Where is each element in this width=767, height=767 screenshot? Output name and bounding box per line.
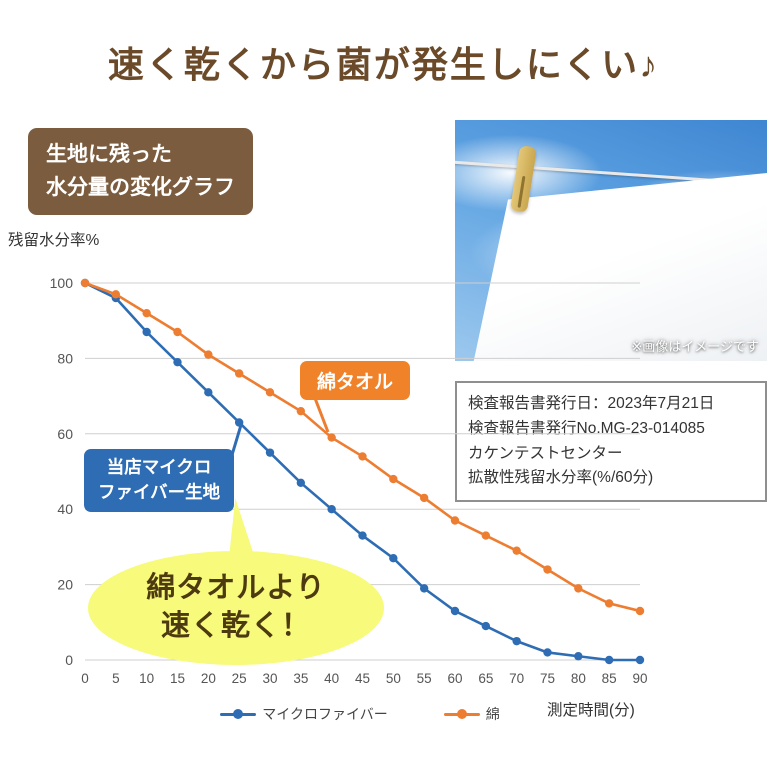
svg-text:75: 75: [540, 671, 555, 686]
microfiber-legend-label: マイクロファイバー: [262, 706, 388, 722]
callout-line-1: 綿タオルより: [146, 572, 326, 605]
report-line-4: 拡散性残留水分率(%/60分): [468, 469, 654, 487]
chart-legend: マイクロファイバー 綿: [150, 704, 570, 724]
svg-text:60: 60: [57, 426, 73, 442]
svg-text:80: 80: [571, 671, 586, 686]
cotton-legend-label: 綿: [485, 706, 500, 722]
svg-text:35: 35: [293, 671, 308, 686]
y-axis-title: 残留水分率%: [8, 232, 100, 249]
photo-caption: ※画像はイメージです: [631, 339, 759, 354]
microfiber-legend-marker: [220, 709, 257, 719]
cotton-legend-marker: [443, 709, 480, 719]
inspection-report-box: 検査報告書発行日：2023年7月21日 検査報告書発行No.MG-23-0140…: [455, 381, 767, 503]
svg-text:20: 20: [57, 577, 73, 593]
svg-text:60: 60: [447, 671, 462, 686]
legend-item-microfiber: マイクロファイバー: [220, 704, 388, 724]
report-line-2: 検査報告書発行No.MG-23-014085: [468, 419, 705, 437]
svg-text:0: 0: [65, 652, 73, 668]
svg-text:5: 5: [112, 671, 120, 686]
svg-text:65: 65: [478, 671, 493, 686]
svg-text:40: 40: [57, 501, 73, 517]
microfiber-legend-dot: [233, 709, 244, 719]
svg-text:0: 0: [81, 671, 89, 686]
svg-text:20: 20: [201, 671, 216, 686]
svg-text:50: 50: [386, 671, 401, 686]
dries-faster-callout: 綿タオルより 速く乾く！: [88, 551, 384, 665]
microfiber-series-label: 当店マイクロ ファイバー生地: [84, 449, 235, 512]
callout-line-2: 速く乾く！: [160, 610, 311, 642]
svg-text:15: 15: [170, 671, 185, 686]
svg-text:40: 40: [324, 671, 339, 686]
svg-text:10: 10: [139, 671, 154, 686]
report-line-1: 検査報告書発行日：2023年7月21日: [468, 395, 715, 412]
legend-item-cotton: 綿: [443, 704, 500, 724]
graph-description-badge: 生地に残った 水分量の変化グラフ: [28, 128, 253, 216]
svg-text:85: 85: [602, 671, 617, 686]
svg-text:90: 90: [632, 671, 647, 686]
badge-line-1: 生地に残った: [46, 143, 172, 166]
svg-text:25: 25: [232, 671, 247, 686]
svg-text:70: 70: [509, 671, 524, 686]
svg-text:55: 55: [417, 671, 432, 686]
svg-text:30: 30: [262, 671, 277, 686]
svg-text:80: 80: [57, 350, 73, 366]
laundry-photo: ※画像はイメージです: [455, 120, 767, 361]
svg-text:45: 45: [355, 671, 370, 686]
report-line-3: カケンテストセンター: [468, 444, 623, 462]
svg-text:100: 100: [50, 275, 74, 291]
page-title: 速く乾くから菌が発生しにくい♪: [107, 44, 660, 85]
badge-line-2: 水分量の変化グラフ: [46, 175, 235, 199]
cotton-legend-dot: [456, 709, 467, 719]
micro-label-line-1: 当店マイクロ: [106, 457, 212, 477]
x-axis-title: 測定時間(分): [547, 702, 635, 719]
cotton-series-label: 綿タオル: [300, 361, 411, 400]
micro-label-line-2: ファイバー生地: [98, 482, 221, 503]
